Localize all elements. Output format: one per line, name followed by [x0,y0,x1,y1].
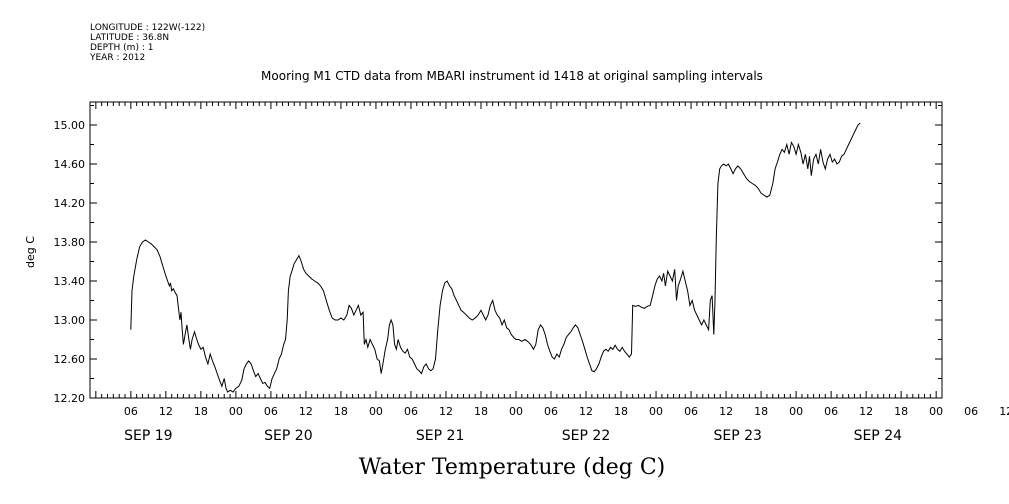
x-tick-label: 06 [124,405,138,418]
x-tick-label: 12 [159,405,173,418]
x-axis: 06 12 18 00 06 12 18 00 06 12 18 00 06 12 18 00 06 12 18 00… [95,102,1009,418]
x-tick-label: 12 [999,405,1009,418]
y-tick-label: 15.00 [54,119,86,132]
plot-frame [89,101,943,399]
x-tick-label: 18 [894,405,908,418]
x-tick-label: 18 [334,405,348,418]
chart-title: Mooring M1 CTD data from MBARI instrumen… [261,69,763,83]
x-tick-label: 18 [474,405,488,418]
meta-longitude: LONGITUDE : 122W(-122) [90,23,205,33]
x-tick-label: 12 [299,405,313,418]
x-tick-label: 18 [754,405,768,418]
y-axis: 12.20 12.60 13.00 13.40 13.80 14.20 14.60 15.00 [54,105,942,405]
x-tick-label: 00 [929,405,943,418]
x-axis-day-labels: SEP 19 SEP 20 SEP 21 SEP 22 SEP 23 SEP 24 [124,428,902,444]
x-tick-label: 00 [229,405,243,418]
meta-depth: DEPTH (m) : 1 [90,43,153,53]
meta-year: YEAR : 2012 [89,53,145,63]
y-tick-label: 13.80 [54,236,86,249]
y-tick-label: 14.60 [54,158,86,171]
x-tick-label: 12 [859,405,873,418]
day-label: SEP 23 [714,428,762,444]
x-tick-label: 00 [789,405,803,418]
x-tick-label: 06 [824,405,838,418]
day-label: SEP 21 [416,428,464,444]
x-tick-label: 18 [194,405,208,418]
day-label: SEP 24 [854,428,903,444]
day-label: SEP 19 [124,428,172,444]
series-line-water-temperature [130,122,861,393]
day-label: SEP 20 [264,428,312,444]
y-tick-label: 13.00 [54,314,86,327]
x-tick-label: 12 [719,405,733,418]
x-tick-label: 00 [649,405,663,418]
x-tick-label: 06 [264,405,278,418]
x-tick-label: 00 [509,405,523,418]
x-tick-label: 06 [964,405,978,418]
x-tick-label: 18 [614,405,628,418]
x-axis-title: Water Temperature (deg C) [359,455,666,480]
x-tick-label: 06 [684,405,698,418]
y-tick-label: 14.20 [54,197,86,210]
y-axis-label: deg C [24,236,37,268]
x-tick-label: 00 [369,405,383,418]
y-tick-label: 12.60 [54,353,86,366]
x-tick-label: 06 [404,405,418,418]
meta-block: LONGITUDE : 122W(-122) LATITUDE : 36.8N … [89,23,205,63]
y-tick-label: 13.40 [54,275,86,288]
y-tick-label: 12.20 [54,392,86,405]
x-tick-label: 12 [439,405,453,418]
day-label: SEP 22 [562,428,610,444]
x-tick-label: 06 [544,405,558,418]
meta-latitude: LATITUDE : 36.8N [90,33,169,43]
x-tick-label: 12 [579,405,593,418]
